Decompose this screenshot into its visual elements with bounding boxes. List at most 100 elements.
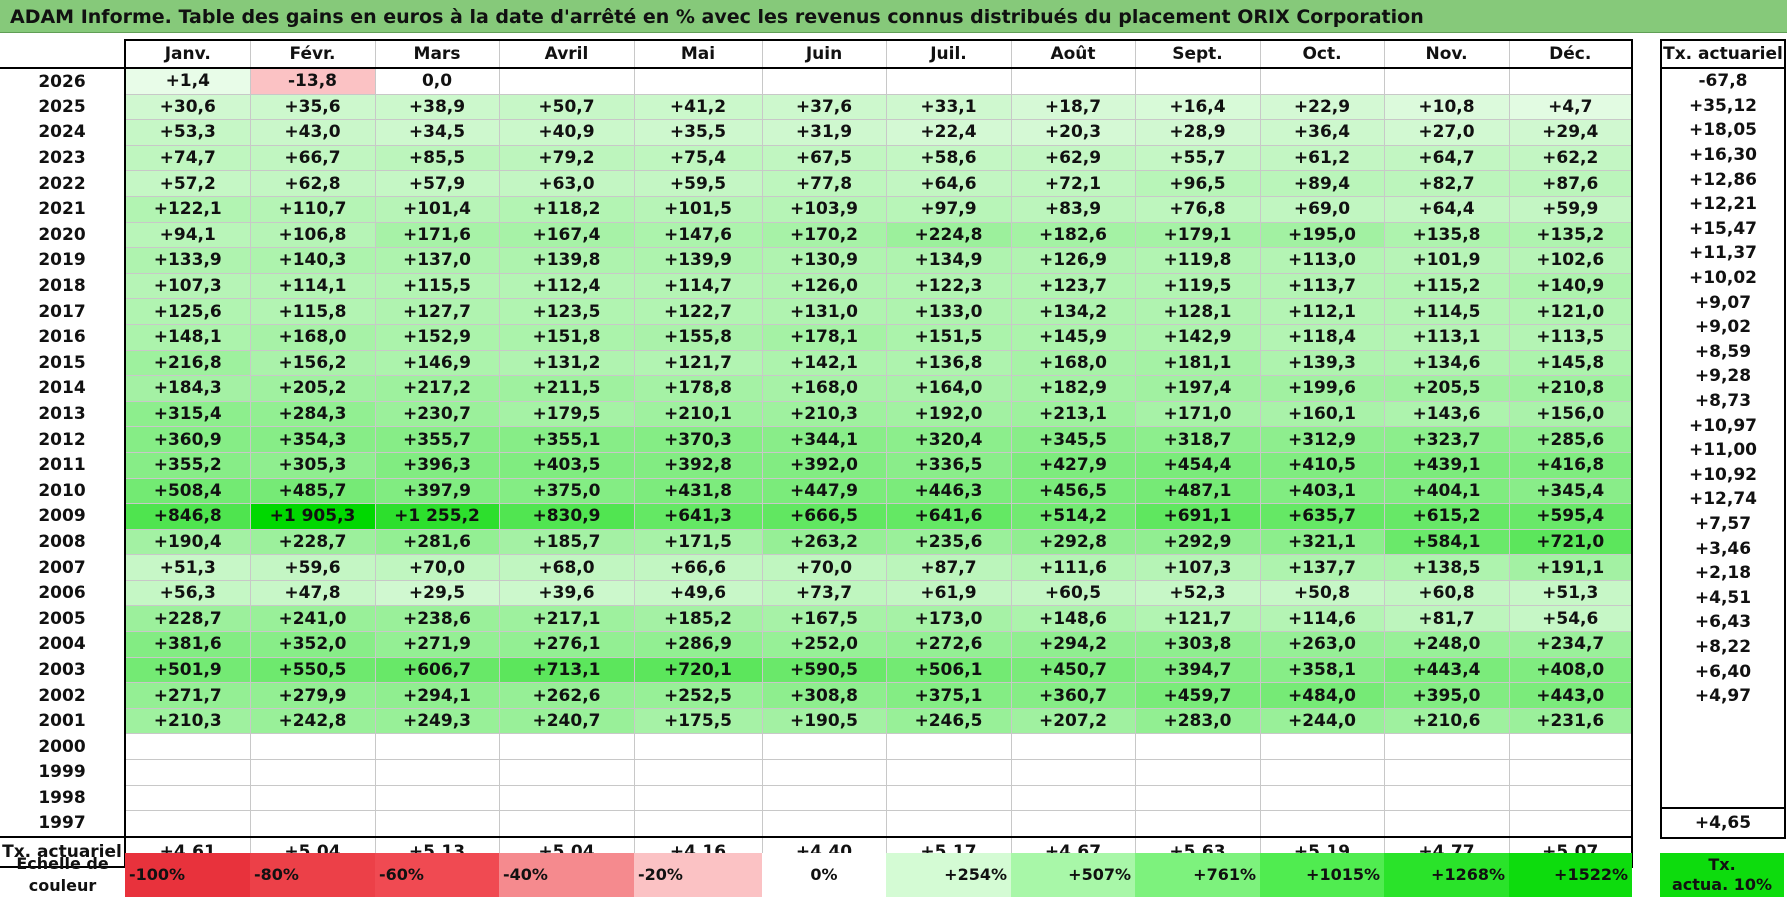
gain-cell: +114,1: [249, 272, 376, 300]
rate-cell: +9,28: [1660, 364, 1786, 389]
gain-cell: +152,9: [374, 323, 500, 351]
gain-cell: [1259, 733, 1385, 761]
gain-cell: +87,7: [885, 554, 1012, 581]
gain-cell: [761, 67, 887, 95]
gain-cell: +272,6: [885, 631, 1012, 658]
gain-cell: [1134, 67, 1261, 95]
gain-cell: [1134, 784, 1261, 812]
rate-row: [1660, 733, 1786, 758]
rate-scale-line: Tx.: [1708, 855, 1736, 874]
gain-cell: +182,6: [1010, 221, 1136, 249]
gain-cell: +454,4: [1134, 451, 1261, 479]
rate-cell: [1660, 782, 1786, 808]
gain-cell: +721,0: [1508, 528, 1633, 556]
gain-cell: +263,0: [1259, 631, 1385, 658]
gain-cell: +131,0: [761, 298, 887, 325]
table-row: 2018 +107,3 +114,1 +115,5 +112,4 +114,7 +126,0…: [0, 272, 1633, 300]
rate-footer-row: +4,65: [1660, 806, 1786, 839]
gain-cell: +345,4: [1508, 477, 1633, 505]
gain-cell: +63,0: [498, 170, 635, 197]
gain-cell: +39,6: [498, 579, 635, 607]
gain-cell: +228,7: [124, 605, 251, 633]
gain-cell: +49,6: [633, 579, 763, 607]
gain-cell: +235,6: [885, 528, 1012, 556]
gain-cell: +446,3: [885, 477, 1012, 505]
gain-cell: +103,9: [761, 195, 887, 223]
gain-cell: +66,7: [249, 144, 376, 172]
gain-cell: +375,0: [498, 477, 635, 505]
gain-cell: +135,2: [1508, 221, 1633, 249]
gain-cell: +133,9: [124, 247, 251, 274]
footer-label: Tx. actuariel: [0, 835, 125, 868]
gain-cell: +50,7: [498, 93, 635, 121]
gain-cell: +173,0: [885, 605, 1012, 633]
gain-cell: +18,7: [1010, 93, 1136, 121]
gain-cell: [1010, 810, 1136, 838]
gain-cell: +97,9: [885, 195, 1012, 223]
gain-cell: +53,3: [124, 119, 251, 146]
gain-cell: +392,8: [633, 451, 763, 479]
gain-cell: +170,2: [761, 221, 887, 249]
rate-row: -67,8: [1660, 68, 1786, 94]
rate-cell: +9,02: [1660, 314, 1786, 340]
gain-cell: +69,0: [1259, 195, 1385, 223]
gain-cell: 0,0: [374, 67, 500, 95]
gain-cell: +82,7: [1383, 170, 1510, 197]
gain-cell: +846,8: [124, 503, 251, 530]
table-row: 2025 +30,6 +35,6 +38,9 +50,7 +41,2 +37,6 +33,1 +…: [0, 93, 1633, 121]
gain-cell: [1259, 759, 1385, 786]
gain-cell: +252,5: [633, 682, 763, 709]
gain-cell: +315,4: [124, 400, 251, 428]
year-label: 2009: [38, 506, 86, 527]
gain-cell: +271,9: [374, 631, 500, 658]
year-label: 2005: [38, 608, 86, 629]
rate-row: +6,43: [1660, 610, 1786, 635]
table-row: 2015 +216,8 +156,2 +146,9 +131,2 +121,7 +142,1…: [0, 349, 1633, 377]
gain-cell: +115,2: [1383, 272, 1510, 300]
gain-cell: +118,2: [498, 195, 635, 223]
gain-cell: +210,1: [633, 400, 763, 428]
gain-cell: +279,9: [249, 682, 376, 709]
gain-cell: +167,4: [498, 221, 635, 249]
gain-cell: +240,7: [498, 707, 635, 735]
gain-cell: +168,0: [1010, 349, 1136, 377]
gain-cell: +51,3: [1508, 579, 1633, 607]
gain-cell: +205,2: [249, 375, 376, 402]
gain-cell: +224,8: [885, 221, 1012, 249]
gain-cell: [374, 810, 500, 838]
gain-cell: +122,7: [633, 298, 763, 325]
rate-cell: +4,97: [1660, 683, 1786, 709]
gain-cell: +403,5: [498, 451, 635, 479]
month-header: Oct.: [1259, 39, 1385, 69]
gain-cell: +294,1: [374, 682, 500, 709]
rate-row: +12,21: [1660, 191, 1786, 217]
gain-cell: +64,4: [1383, 195, 1510, 223]
gain-cell: +28,9: [1134, 119, 1261, 146]
gain-cell: [633, 759, 763, 786]
gain-cell: +43,0: [249, 119, 376, 146]
gain-cell: +292,9: [1134, 528, 1261, 556]
gain-cell: +139,3: [1259, 349, 1385, 377]
gain-cell: +62,8: [249, 170, 376, 197]
gain-cell: [1010, 733, 1136, 761]
gain-cell: [498, 67, 635, 95]
gain-cell: +22,4: [885, 119, 1012, 146]
color-scale-swatch: 0%: [762, 853, 886, 897]
gain-cell: +68,0: [498, 554, 635, 581]
gain-cell: +345,5: [1010, 426, 1136, 453]
gain-cell: +286,9: [633, 631, 763, 658]
gain-cell: +113,0: [1259, 247, 1385, 274]
gain-cell: +121,7: [1134, 605, 1261, 633]
rate-row: +8,22: [1660, 634, 1786, 660]
gain-cell: +115,8: [249, 298, 376, 325]
year-label: 2016: [38, 327, 86, 348]
gain-cell: +281,6: [374, 528, 500, 556]
gain-cell: +262,6: [498, 682, 635, 709]
gain-cell: +216,8: [124, 349, 251, 377]
rate-cell: [1660, 733, 1786, 758]
rate-cell: +12,74: [1660, 487, 1786, 512]
gain-cell: +394,7: [1134, 656, 1261, 684]
year-label: 2015: [38, 352, 86, 373]
gain-cell: +168,0: [761, 375, 887, 402]
gain-cell: +35,6: [249, 93, 376, 121]
